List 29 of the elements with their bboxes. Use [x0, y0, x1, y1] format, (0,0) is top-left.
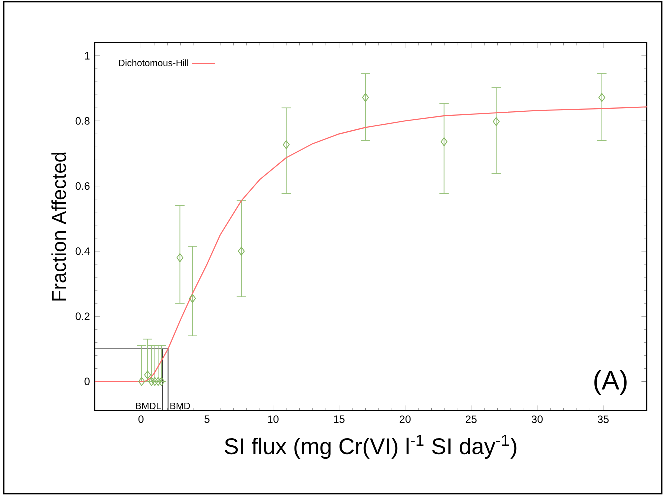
annotation: (A): [594, 370, 627, 396]
y-tick-label: 0.8: [76, 117, 90, 125]
point: [362, 93, 370, 102]
y-tick-label: 1: [85, 52, 90, 60]
point: [144, 370, 152, 380]
point: [283, 140, 290, 150]
ref-line-label: BMDL: [136, 402, 162, 410]
x-tick-label: 0: [138, 416, 144, 424]
point: [176, 254, 184, 262]
y-tick-label: 0.2: [76, 312, 90, 320]
x-tick-label: 5: [204, 416, 210, 424]
x-tick-label: 15: [334, 416, 345, 424]
x-tick-label: 30: [532, 416, 543, 424]
point: [493, 117, 500, 126]
point: [440, 138, 448, 146]
y-tick-label: 0.4: [76, 248, 90, 256]
point: [598, 93, 606, 102]
point: [189, 294, 196, 304]
x-tick-label: 10: [268, 416, 279, 424]
x-tick-label: 35: [598, 416, 609, 424]
y-tick-label: 0: [84, 378, 90, 386]
y-tick-label: 0.6: [76, 182, 90, 190]
ref-line-label: BMD: [170, 402, 190, 410]
x-axis-title: SI flux (mg Cr(VI) l$^{-1}$ SI day$^{-1}$): [225, 435, 517, 460]
x-tick-label: 25: [466, 416, 477, 424]
point: [238, 247, 245, 256]
legend-label: Dichotomous-Hill: [119, 60, 188, 66]
x-tick-label: 20: [400, 416, 411, 424]
y-axis-title: Fraction Affected: [52, 152, 66, 301]
